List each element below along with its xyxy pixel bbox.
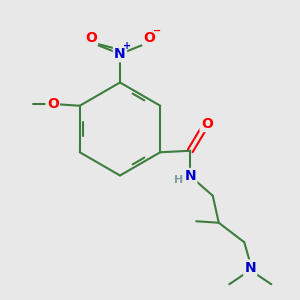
Text: −: − (153, 26, 161, 36)
Text: O: O (143, 31, 155, 44)
Text: O: O (201, 117, 213, 131)
Text: N: N (114, 47, 126, 61)
Text: O: O (47, 97, 59, 111)
Text: N: N (244, 261, 256, 275)
Text: +: + (122, 40, 131, 51)
Text: O: O (85, 31, 97, 44)
Text: N: N (184, 169, 196, 183)
Text: H: H (174, 175, 184, 185)
